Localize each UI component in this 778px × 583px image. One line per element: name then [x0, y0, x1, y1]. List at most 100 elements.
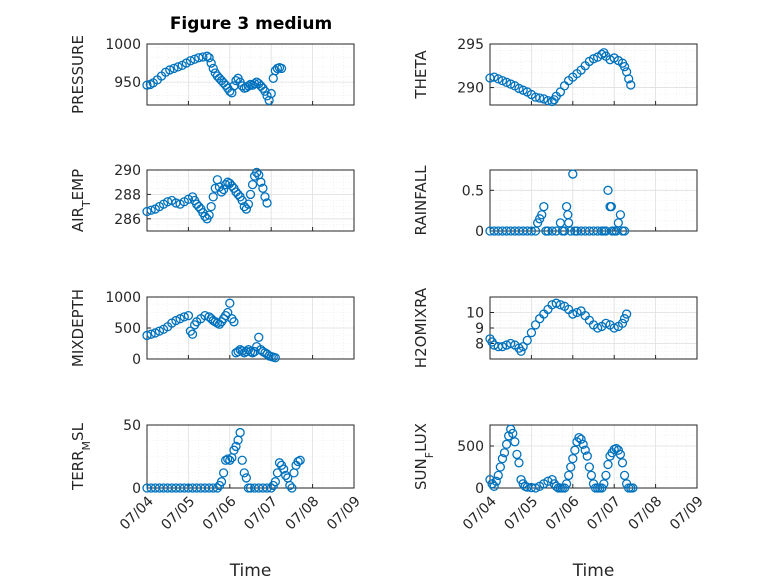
data-point	[252, 167, 262, 178]
data-point	[603, 459, 613, 470]
data-point	[609, 323, 619, 333]
data-point	[208, 483, 218, 493]
data-point	[570, 445, 580, 455]
data-point	[491, 476, 501, 486]
data-point	[218, 184, 229, 195]
data-point	[258, 183, 268, 193]
data-point	[198, 52, 208, 62]
data-point	[615, 449, 626, 460]
data-point	[497, 341, 508, 352]
panel-terr-msl: 0 50 07/04 07/05 07/06 07/07 07/08 07/09 TERRMSL…	[69, 418, 364, 581]
data-point	[185, 56, 196, 66]
data-point	[173, 62, 183, 72]
data-point	[628, 483, 638, 493]
data-point	[568, 169, 578, 179]
data-point	[295, 455, 305, 465]
y-tick-label: 1000	[105, 37, 141, 53]
data-point	[223, 454, 233, 464]
panel-rainfall: 0 0.5 RAINFALL	[412, 165, 698, 240]
y-axis-label: MIXDEPTH	[69, 289, 87, 367]
x-tick-label: 07/09	[324, 494, 364, 534]
data-point	[260, 192, 270, 202]
data-point	[146, 329, 156, 339]
data-point	[208, 63, 218, 74]
data-point	[216, 477, 227, 487]
x-tick-label: 07/07	[584, 494, 624, 534]
data-point	[543, 476, 553, 486]
data-point	[588, 54, 599, 64]
data-point	[619, 62, 630, 72]
data-point	[561, 201, 572, 212]
y-tick-label: 290	[457, 81, 484, 97]
data-point	[268, 73, 278, 83]
data-point	[586, 470, 597, 481]
data-point	[270, 477, 280, 487]
y-tick-label: 0	[132, 481, 141, 497]
data-point	[218, 468, 229, 478]
y-tick-label: 950	[114, 75, 141, 91]
x-tick-label: 07/09	[667, 494, 707, 534]
data-point	[566, 226, 576, 236]
y-tick-label: 0.5	[462, 183, 484, 199]
data-point	[506, 79, 516, 89]
x-axis-label: Time	[229, 561, 272, 581]
x-tick-label: 07/05	[501, 494, 541, 534]
data-point	[530, 320, 541, 330]
x-tick-label: 07/06	[200, 493, 240, 533]
x-tick-label: 07/07	[241, 494, 281, 534]
data-point	[584, 462, 595, 472]
data-point	[508, 428, 518, 439]
data-point	[278, 464, 289, 474]
data-point	[175, 314, 185, 324]
data-point	[204, 53, 214, 63]
data-point	[539, 201, 549, 212]
data-point	[247, 348, 258, 358]
data-point	[606, 201, 616, 212]
y-tick-label: 9	[475, 321, 484, 337]
data-point	[206, 201, 216, 212]
data-point	[559, 81, 570, 91]
data-point	[225, 298, 235, 308]
x-axis-label: Time	[572, 561, 615, 581]
data-point	[564, 218, 574, 228]
data-point	[603, 185, 613, 195]
data-point	[617, 458, 628, 468]
data-point	[231, 75, 241, 86]
data-point	[543, 95, 553, 106]
data-point	[171, 315, 181, 326]
data-point	[522, 335, 532, 346]
y-tick-label: 50	[123, 418, 141, 434]
data-point	[154, 326, 165, 336]
data-point	[518, 85, 528, 95]
y-axis-label: THETA	[412, 50, 430, 100]
data-point	[150, 328, 160, 338]
data-point	[499, 448, 510, 458]
data-point	[229, 317, 239, 327]
data-point	[142, 206, 152, 217]
data-point	[281, 470, 291, 481]
data-point	[142, 330, 152, 341]
data-point	[254, 332, 264, 342]
data-point	[146, 205, 156, 215]
x-tick-label: 07/05	[158, 494, 198, 534]
data-point	[216, 187, 227, 197]
data-point	[237, 455, 247, 465]
data-point	[561, 479, 572, 489]
data-point	[572, 307, 582, 318]
data-point	[289, 468, 299, 478]
panel-mixdepth: 0 500 1000 MIXDEPTH	[69, 289, 355, 368]
data-point	[518, 341, 528, 352]
data-point	[617, 318, 628, 329]
data-point	[202, 51, 212, 61]
data-point	[293, 456, 303, 467]
y-tick-label: 0	[132, 352, 141, 368]
data-point	[179, 312, 189, 322]
data-point	[555, 300, 566, 310]
data-point	[539, 94, 549, 104]
y-axis-label: SUNFLUX	[412, 423, 436, 490]
data-point	[200, 211, 210, 222]
data-point	[493, 74, 503, 84]
data-point	[221, 455, 231, 465]
